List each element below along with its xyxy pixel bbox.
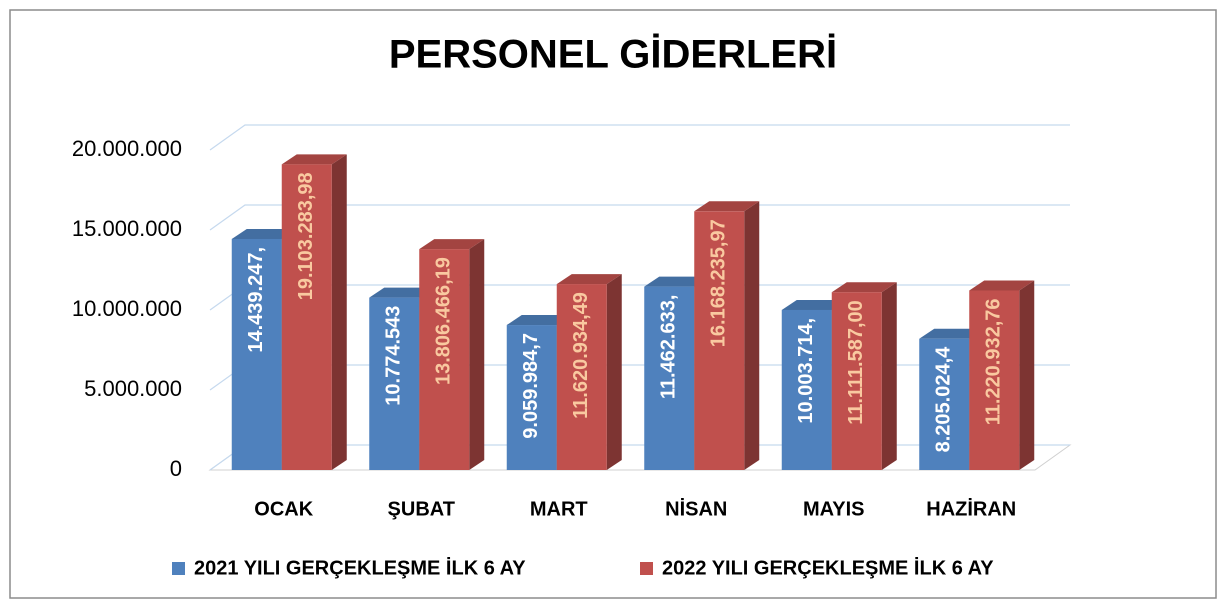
bar [969, 280, 1035, 470]
bar [419, 239, 485, 470]
data-label: 9.059.984,7 [520, 333, 542, 439]
y-tick-label: 20.000.000 [72, 136, 182, 161]
data-label: 19.103.283,98 [295, 172, 317, 300]
bar-top [831, 282, 897, 293]
bar-top [506, 315, 572, 326]
data-label: 8.205.024,4 [933, 346, 955, 453]
bar [281, 154, 347, 470]
bar-front [231, 238, 282, 470]
bar-top [644, 276, 710, 287]
y-tick-label: 15.000.000 [72, 216, 182, 241]
bar-top [281, 154, 347, 165]
bar-side [881, 282, 897, 470]
bar-front [644, 286, 695, 470]
bar-front [419, 249, 470, 470]
bar-side [606, 274, 622, 470]
x-tick-label: HAZİRAN [926, 497, 1016, 520]
bar-front [369, 297, 420, 470]
data-label: 10.774.543 [383, 306, 405, 406]
data-label: 11.620.934,49 [570, 292, 592, 419]
bar-front [281, 164, 332, 470]
bar-top [694, 201, 760, 212]
bar [694, 201, 760, 470]
x-tick-label: NİSAN [665, 497, 727, 520]
bar-top [231, 228, 297, 239]
x-tick-label: MAYIS [803, 498, 865, 520]
grid-line [209, 204, 1070, 231]
legend-swatch [172, 562, 185, 575]
bar-front [556, 284, 607, 470]
bar-side [469, 239, 485, 470]
bar-side [331, 154, 347, 470]
bar-top [919, 328, 985, 339]
data-label: 14.439.247, [245, 247, 267, 353]
x-tick-label: ŞUBAT [388, 498, 455, 520]
legend-label: 2022 YILI GERÇEKLEŞME İLK 6 AY [662, 556, 994, 579]
y-tick-label: 0 [170, 456, 182, 481]
bar [556, 274, 622, 470]
bar-front [694, 211, 745, 470]
bar-top [369, 287, 435, 298]
data-label: 13.806.466,19 [433, 257, 455, 385]
bar [831, 282, 897, 470]
bar-top [781, 299, 847, 310]
y-tick-label: 10.000.000 [72, 296, 182, 321]
data-label: 16.168.235,97 [708, 219, 730, 347]
x-tick-label: OCAK [254, 498, 313, 520]
data-label: 11.462.633, [658, 295, 680, 400]
grid-line [209, 124, 1070, 151]
bar-top [969, 280, 1035, 291]
data-label: 10.003.714, [795, 318, 817, 424]
chart-title: PERSONEL GİDERLERİ [389, 33, 837, 77]
bar-front [506, 325, 557, 470]
bar-top [556, 274, 622, 285]
bar-front [919, 338, 970, 470]
data-label: 11.220.932,76 [983, 298, 1005, 425]
bar-front [969, 290, 1020, 470]
x-tick-label: MART [530, 498, 588, 520]
bar-front [781, 309, 832, 470]
data-label: 11.111.587,00 [845, 300, 867, 425]
bar-side [744, 201, 760, 470]
bar-top [419, 239, 485, 250]
bar-front [831, 292, 882, 470]
bar-side [1019, 280, 1035, 470]
legend-swatch [640, 562, 653, 575]
legend-label: 2021 YILI GERÇEKLEŞME İLK 6 AY [194, 556, 526, 579]
y-tick-label: 5.000.000 [84, 376, 182, 401]
